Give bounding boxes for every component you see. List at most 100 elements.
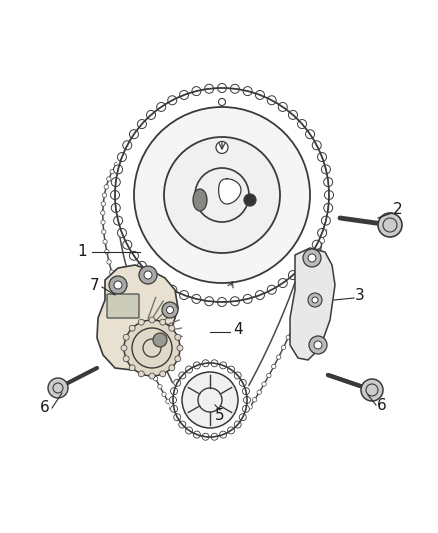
- Circle shape: [311, 249, 315, 254]
- Circle shape: [131, 331, 136, 335]
- Circle shape: [160, 319, 166, 325]
- Circle shape: [234, 372, 241, 379]
- Circle shape: [325, 190, 333, 199]
- Circle shape: [147, 110, 155, 119]
- Circle shape: [136, 341, 140, 345]
- Circle shape: [119, 156, 124, 160]
- Circle shape: [182, 372, 238, 428]
- Circle shape: [320, 239, 325, 243]
- Circle shape: [112, 85, 332, 305]
- Circle shape: [117, 229, 127, 237]
- Circle shape: [255, 91, 265, 100]
- Circle shape: [138, 262, 146, 270]
- Circle shape: [168, 96, 177, 105]
- Circle shape: [230, 297, 240, 306]
- Circle shape: [113, 216, 123, 225]
- Circle shape: [170, 387, 177, 394]
- Circle shape: [205, 84, 214, 93]
- Circle shape: [291, 325, 295, 329]
- Circle shape: [317, 146, 321, 150]
- Circle shape: [312, 240, 321, 249]
- Circle shape: [188, 430, 193, 434]
- Circle shape: [304, 293, 308, 297]
- Circle shape: [227, 427, 234, 434]
- Circle shape: [123, 356, 129, 362]
- Circle shape: [218, 84, 226, 93]
- Circle shape: [312, 141, 321, 150]
- Circle shape: [224, 431, 228, 435]
- Circle shape: [123, 311, 127, 316]
- Circle shape: [325, 207, 330, 212]
- Circle shape: [158, 384, 162, 389]
- Circle shape: [192, 86, 201, 95]
- Circle shape: [248, 405, 252, 409]
- Circle shape: [113, 280, 117, 285]
- Circle shape: [219, 431, 226, 438]
- Circle shape: [211, 433, 218, 440]
- FancyBboxPatch shape: [107, 294, 139, 318]
- Circle shape: [242, 406, 249, 413]
- Circle shape: [321, 216, 330, 225]
- Circle shape: [111, 177, 120, 187]
- Circle shape: [326, 188, 330, 192]
- Circle shape: [103, 239, 107, 244]
- Circle shape: [378, 213, 402, 237]
- Circle shape: [324, 204, 333, 212]
- Circle shape: [102, 193, 106, 197]
- Circle shape: [177, 345, 183, 351]
- Circle shape: [121, 345, 127, 351]
- Circle shape: [175, 356, 181, 362]
- Circle shape: [117, 152, 127, 161]
- Circle shape: [192, 294, 201, 303]
- Circle shape: [106, 177, 111, 181]
- Circle shape: [113, 165, 123, 174]
- Circle shape: [318, 152, 327, 161]
- Circle shape: [138, 262, 142, 266]
- Text: 7: 7: [90, 278, 100, 293]
- Polygon shape: [290, 248, 335, 360]
- Circle shape: [181, 424, 186, 428]
- Circle shape: [110, 270, 114, 274]
- Circle shape: [123, 334, 129, 340]
- Circle shape: [325, 179, 330, 183]
- Circle shape: [286, 335, 290, 340]
- Circle shape: [157, 102, 166, 111]
- Text: 4: 4: [233, 322, 243, 337]
- Circle shape: [169, 359, 251, 441]
- Polygon shape: [97, 265, 178, 370]
- Circle shape: [216, 141, 228, 154]
- Circle shape: [257, 390, 261, 394]
- Circle shape: [324, 177, 333, 187]
- Circle shape: [114, 163, 119, 167]
- Circle shape: [174, 414, 181, 421]
- Circle shape: [144, 271, 152, 279]
- Circle shape: [101, 201, 106, 206]
- Circle shape: [105, 249, 109, 254]
- Circle shape: [238, 419, 242, 424]
- Circle shape: [300, 304, 304, 308]
- Circle shape: [234, 421, 241, 428]
- Circle shape: [169, 365, 175, 371]
- Circle shape: [130, 130, 138, 139]
- Circle shape: [244, 194, 256, 206]
- Circle shape: [168, 285, 177, 294]
- Circle shape: [166, 306, 173, 313]
- Text: 6: 6: [40, 400, 50, 416]
- Circle shape: [104, 184, 109, 189]
- Circle shape: [102, 230, 106, 234]
- Circle shape: [361, 379, 383, 401]
- Circle shape: [215, 434, 219, 439]
- Circle shape: [312, 297, 318, 303]
- Circle shape: [176, 416, 180, 421]
- Circle shape: [244, 397, 251, 403]
- Circle shape: [157, 279, 166, 288]
- Circle shape: [109, 276, 127, 294]
- Circle shape: [320, 154, 324, 158]
- Circle shape: [231, 426, 236, 431]
- Circle shape: [123, 240, 132, 249]
- Circle shape: [278, 102, 287, 111]
- Circle shape: [147, 271, 155, 280]
- Circle shape: [322, 228, 327, 232]
- Circle shape: [162, 392, 166, 397]
- Circle shape: [166, 399, 170, 403]
